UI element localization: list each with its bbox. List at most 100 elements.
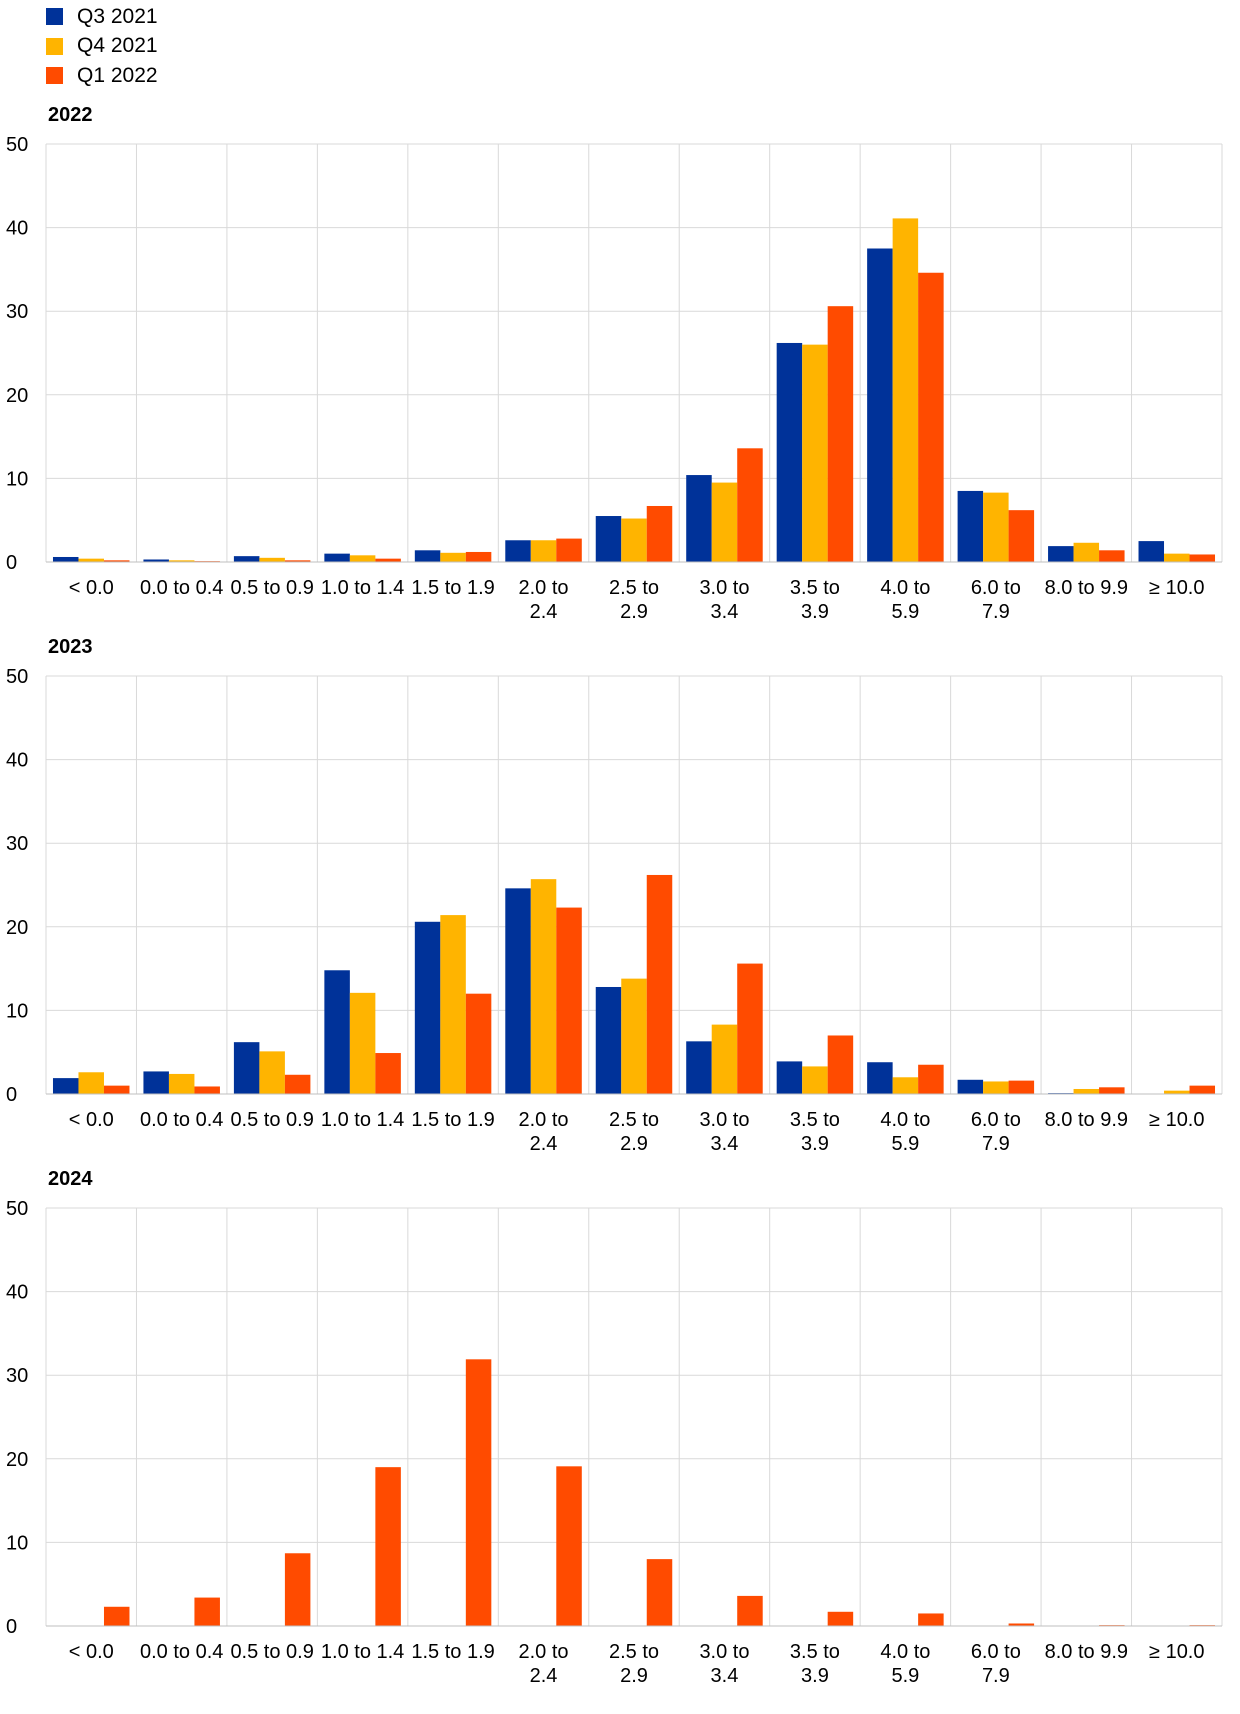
- bar: [646, 505, 673, 562]
- bar: [1008, 510, 1035, 562]
- x-tick-label: 5.9: [891, 1133, 919, 1155]
- x-tick-label: 1.5 to 1.9: [411, 577, 494, 599]
- bar: [957, 1079, 984, 1094]
- x-tick-label: 3.0 to: [699, 1109, 749, 1131]
- bar: [595, 986, 622, 1094]
- x-tick-label: < 0.0: [69, 1641, 114, 1663]
- x-tick-label: 3.9: [801, 1133, 829, 1155]
- y-tick-label: 50: [6, 134, 28, 156]
- bar: [52, 556, 79, 562]
- x-tick-label: 2.5 to: [609, 577, 659, 599]
- bar: [440, 915, 466, 1094]
- bar: [646, 1559, 673, 1626]
- bar: [375, 1467, 401, 1626]
- x-tick-label: 1.0 to 1.4: [321, 577, 404, 599]
- bar: [284, 1074, 311, 1094]
- bar: [621, 518, 647, 562]
- x-tick-label: 2.0 to: [519, 1109, 569, 1131]
- bar: [349, 992, 376, 1094]
- legend-swatch: [46, 8, 63, 26]
- bar: [143, 559, 169, 562]
- bar: [1189, 1085, 1216, 1094]
- bar: [1164, 1090, 1190, 1094]
- bar: [737, 963, 763, 1094]
- x-tick-label: 2.9: [620, 1665, 648, 1687]
- bar: [1099, 1087, 1125, 1094]
- y-tick-label: 20: [6, 385, 28, 407]
- bar: [103, 560, 130, 562]
- bar: [556, 1466, 582, 1626]
- x-tick-label: 8.0 to 9.9: [1045, 1109, 1128, 1131]
- x-tick-label: 3.0 to: [699, 1641, 749, 1663]
- x-tick-label: 5.9: [891, 1665, 919, 1687]
- legend: Q3 2021 Q4 2021 Q1 2022: [46, 2, 158, 91]
- x-tick-label: 3.0 to: [699, 577, 749, 599]
- bar: [414, 550, 441, 562]
- x-tick-label: 0.5 to 0.9: [230, 577, 313, 599]
- bar: [957, 490, 984, 562]
- y-tick-label: 20: [6, 1449, 28, 1471]
- x-tick-label: 4.0 to: [880, 1109, 930, 1131]
- bar: [827, 306, 854, 562]
- bar: [465, 993, 492, 1094]
- bar: [284, 1553, 311, 1626]
- bar: [646, 874, 673, 1094]
- bar: [802, 1066, 828, 1094]
- legend-label: Q1 2022: [77, 63, 158, 87]
- chart-panel-2023: 2023 0 10 20 30 40 50 < 0.0 0.0 to 0.4 0.5 to 0.…: [0, 636, 1240, 1166]
- x-tick-label: 8.0 to 9.9: [1045, 1641, 1128, 1663]
- x-tick-label: 7.9: [982, 1665, 1010, 1687]
- bar: [414, 921, 441, 1094]
- x-tick-label: 0.5 to 0.9: [230, 1641, 313, 1663]
- x-tick-label: 0.0 to 0.4: [140, 577, 223, 599]
- y-tick-label: 40: [6, 750, 28, 772]
- chart-panel-2022: 2022 0 10 20 30 40 50 < 0.0 0.0 to 0.4 0.5 to 0.…: [0, 104, 1240, 634]
- bar: [1099, 550, 1125, 562]
- bar: [375, 558, 401, 562]
- legend-swatch: [46, 67, 63, 85]
- x-tick-label: 6.0 to: [971, 1109, 1021, 1131]
- x-tick-label: 1.0 to 1.4: [321, 1641, 404, 1663]
- x-tick-label: 7.9: [982, 601, 1010, 623]
- x-tick-label: 2.9: [620, 1133, 648, 1155]
- x-tick-label: 1.5 to 1.9: [411, 1641, 494, 1663]
- bar: [1164, 553, 1190, 562]
- bar: [983, 492, 1009, 562]
- chart-title: 2023: [48, 636, 93, 658]
- x-tick-label: 2.0 to: [519, 577, 569, 599]
- bar-chart-2024: 0 10 20 30 40 50 < 0.0 0.0 to 0.4 0.5 to 0.9 1.0 …: [6, 1198, 1223, 1687]
- x-tick-label: 3.5 to: [790, 1641, 840, 1663]
- bar: [737, 1595, 763, 1626]
- bar: [143, 1071, 169, 1094]
- y-tick-label: 30: [6, 1365, 28, 1387]
- y-tick-label: 30: [6, 833, 28, 855]
- bar: [1138, 541, 1165, 562]
- bar: [892, 1077, 919, 1094]
- bar: [1008, 1080, 1035, 1094]
- legend-item-q4-2021: Q4 2021: [46, 32, 158, 62]
- bar: [465, 1359, 492, 1626]
- bar: [1073, 1088, 1100, 1094]
- bar: [1189, 554, 1216, 562]
- y-tick-label: 10: [6, 1000, 28, 1022]
- x-tick-label: ≥ 10.0: [1149, 1109, 1204, 1131]
- bar: [103, 1606, 130, 1626]
- x-tick-label: 2.4: [530, 1665, 558, 1687]
- x-tick-label: 2.4: [530, 1133, 558, 1155]
- x-tick-label: 3.9: [801, 601, 829, 623]
- x-tick-label: < 0.0: [69, 1109, 114, 1131]
- bar: [711, 1024, 738, 1094]
- bar: [686, 1041, 712, 1094]
- bar: [259, 557, 285, 562]
- bar: [530, 879, 557, 1094]
- x-tick-label: 0.0 to 0.4: [140, 1641, 223, 1663]
- bar: [78, 558, 104, 562]
- bar-chart-2023: 0 10 20 30 40 50 < 0.0 0.0 to 0.4 0.5 to 0.9 1.0 …: [6, 666, 1223, 1155]
- x-tick-label: 3.9: [801, 1665, 829, 1687]
- bar: [711, 482, 738, 562]
- legend-item-q1-2022: Q1 2022: [46, 61, 158, 91]
- x-tick-label: 2.9: [620, 601, 648, 623]
- bar: [918, 1064, 944, 1094]
- bar: [324, 553, 350, 562]
- bar: [686, 475, 712, 562]
